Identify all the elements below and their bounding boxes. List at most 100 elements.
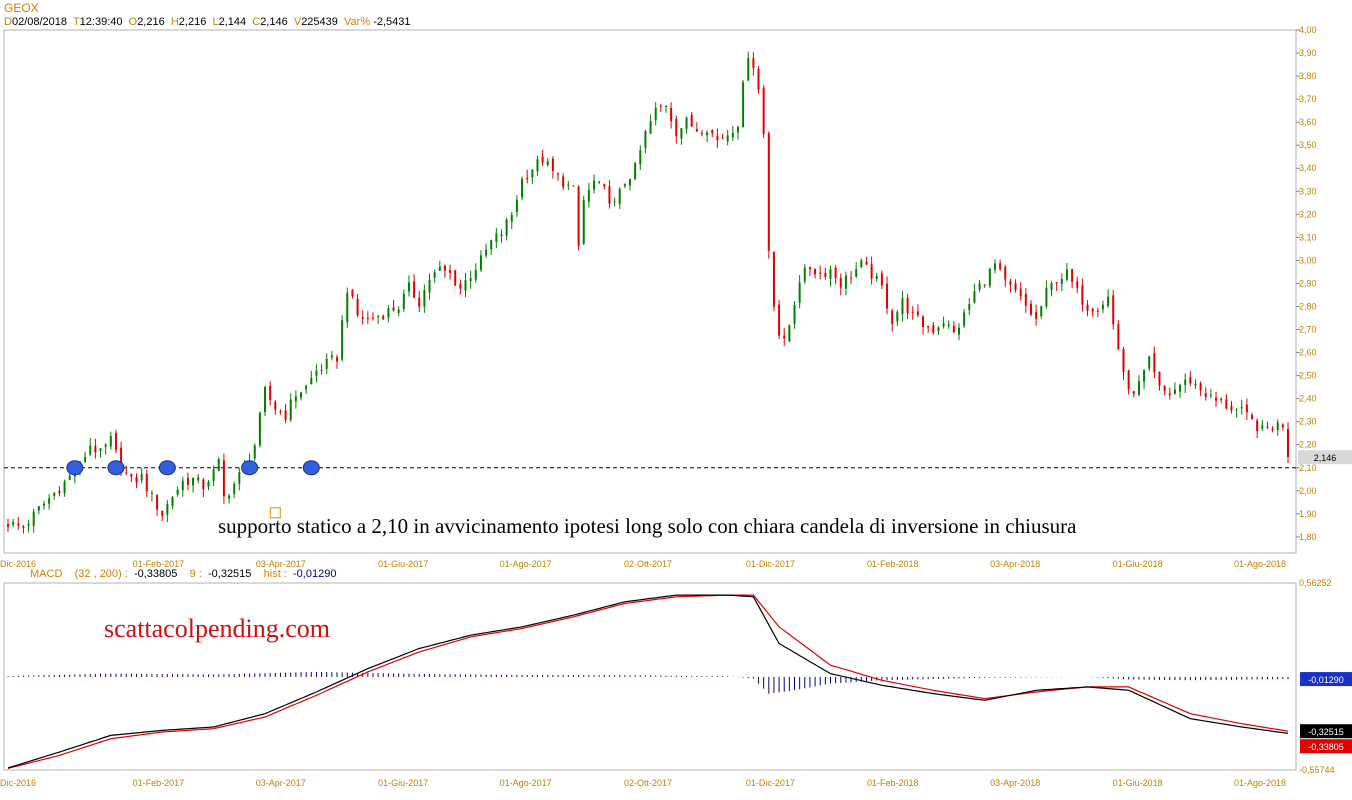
candle-body: [1245, 404, 1248, 413]
candle-body: [963, 312, 966, 326]
candle-body: [541, 156, 544, 163]
candle-body: [814, 269, 817, 275]
candle-body: [197, 477, 200, 481]
candle-body: [690, 114, 693, 127]
candle-body: [958, 327, 961, 335]
price-y-tick-label: 2,60: [1299, 348, 1317, 358]
price-y-tick-label: 2,30: [1299, 417, 1317, 427]
candle-body: [988, 268, 991, 286]
price-y-tick-label: 2,80: [1299, 301, 1317, 311]
candle-body: [1055, 282, 1058, 284]
candle-body: [1004, 266, 1007, 280]
candle-body: [17, 523, 20, 526]
candle-body: [932, 325, 935, 333]
candle-body: [808, 267, 811, 270]
candle-body: [829, 269, 832, 279]
candle-body: [526, 177, 529, 180]
candle-body: [639, 149, 642, 165]
candle-body: [577, 186, 580, 246]
open-value: 2,216: [137, 16, 165, 28]
symbol-title: GEOX: [4, 1, 39, 15]
price-y-tick-label: 3,80: [1299, 71, 1317, 81]
time-value: 12:39:40: [79, 16, 123, 28]
macd-x-tick-label: 01-Giu-2017: [378, 778, 428, 788]
price-y-tick-label: 1,90: [1299, 509, 1317, 519]
candle-body: [1050, 283, 1053, 291]
candle-body: [186, 477, 189, 485]
macd-x-tick-label: 03-Apr-2017: [256, 778, 306, 788]
candle-body: [382, 315, 385, 320]
candle-body: [562, 176, 565, 188]
candle-body: [479, 255, 482, 270]
candle-body: [335, 357, 338, 362]
hist-value: -0,01290: [293, 568, 337, 580]
candle-body: [377, 316, 380, 318]
macd-value-tag-label: -0,33805: [1308, 742, 1344, 752]
candle-body: [680, 128, 683, 139]
candle-body: [536, 159, 539, 172]
candle-body: [659, 105, 662, 107]
last-price-tag: [1298, 450, 1352, 465]
candle-body: [952, 325, 955, 333]
candle-body: [968, 304, 971, 311]
price-y-tick-label: 2,40: [1299, 394, 1317, 404]
candle-body: [1086, 304, 1089, 311]
candle-body: [834, 267, 837, 279]
candle-body: [48, 498, 51, 504]
candle-body: [1215, 397, 1218, 401]
candle-body: [783, 335, 786, 339]
candle-body: [1040, 306, 1043, 317]
candle-body: [99, 448, 102, 451]
candle-body: [1220, 398, 1223, 401]
macd-x-tick-label: 01-Ago-2017: [500, 778, 552, 788]
support-annotation: supporto statico a 2,10 in avvicinamento…: [218, 514, 1077, 538]
candle-body: [860, 260, 863, 268]
candle-body: [325, 359, 328, 369]
candle-body: [1024, 293, 1027, 306]
candle-body: [1209, 395, 1212, 397]
candle-body: [736, 126, 739, 133]
candle-body: [37, 506, 40, 511]
candle-body: [1143, 370, 1146, 382]
candle-body: [500, 234, 503, 237]
candle-body: [387, 308, 390, 318]
candle-body: [222, 460, 225, 497]
price-y-tick-label: 3,50: [1299, 140, 1317, 150]
candle-body: [1251, 414, 1254, 419]
candle-body: [1163, 386, 1166, 391]
candle-body: [947, 324, 950, 326]
candle-body: [521, 178, 524, 198]
candle-body: [551, 158, 554, 172]
candle-body: [433, 272, 436, 278]
candle-body: [495, 233, 498, 242]
candle-body: [156, 494, 159, 510]
price-x-tick-label: 01-Giu-2017: [378, 559, 428, 569]
macd-x-tick-label: 02-Ott-2017: [624, 778, 672, 788]
candle-body: [603, 184, 606, 187]
candle-body: [798, 282, 801, 303]
candle-body: [171, 496, 174, 507]
candle-body: [993, 263, 996, 270]
candle-body: [125, 472, 128, 474]
candle-body: [366, 318, 369, 320]
candle-body: [1158, 372, 1161, 386]
candle-body: [1194, 383, 1197, 386]
candle-body: [1256, 420, 1259, 432]
candle-body: [1173, 389, 1176, 394]
candle-body: [418, 297, 421, 307]
candle-body: [875, 275, 878, 279]
candle-body: [1045, 287, 1048, 307]
candle-body: [1148, 356, 1151, 369]
candle-body: [212, 469, 215, 482]
candle-body: [464, 280, 467, 291]
macd-panel-frame: [3, 582, 1297, 771]
close-value: 2,146: [260, 16, 288, 28]
candle-body: [58, 490, 61, 494]
candle-body: [454, 270, 457, 286]
candle-body: [803, 267, 806, 282]
candle-body: [824, 272, 827, 277]
candle-body: [192, 477, 195, 486]
candle-body: [598, 181, 601, 183]
candle-body: [1199, 383, 1202, 391]
candle-body: [161, 510, 164, 516]
